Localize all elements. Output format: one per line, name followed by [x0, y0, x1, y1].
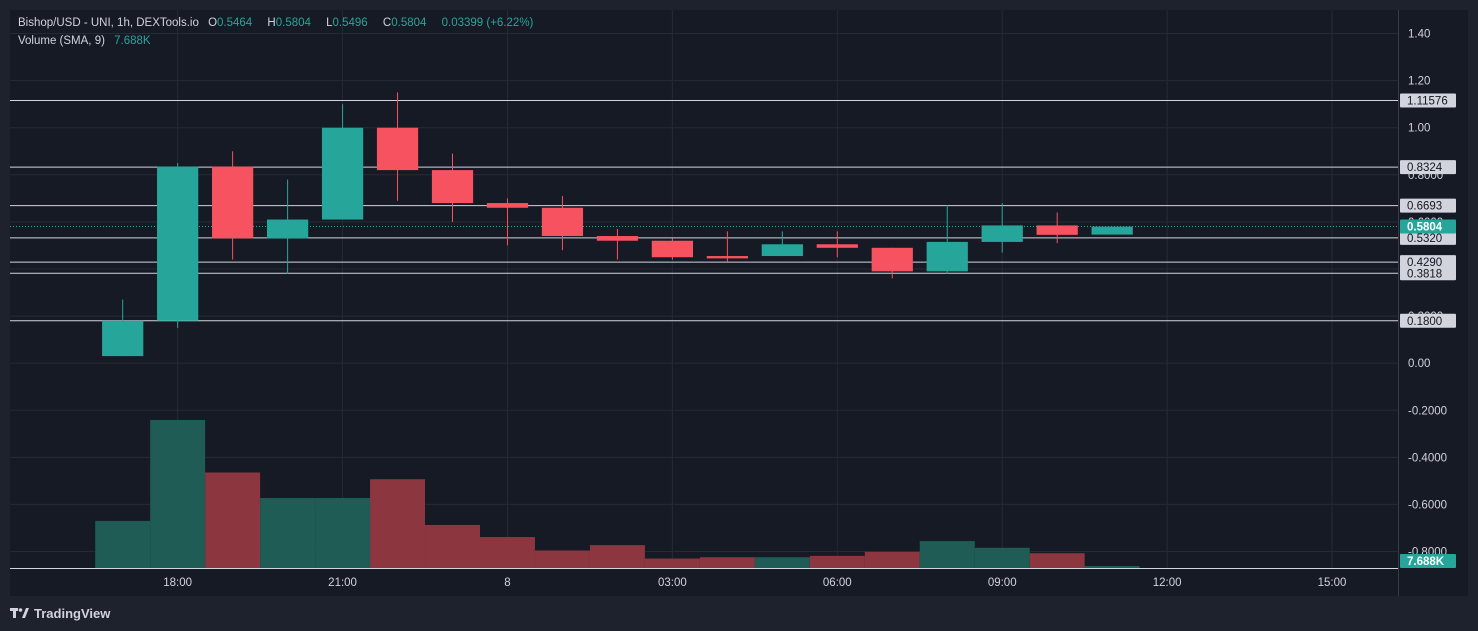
level-label-box [1400, 160, 1456, 175]
candle-body[interactable] [981, 225, 1023, 242]
volume-bar [974, 547, 1030, 568]
x-tick-label: 09:00 [988, 577, 1017, 589]
candle-body[interactable] [376, 127, 419, 171]
x-tick-label: 03:00 [658, 577, 687, 589]
tradingview-logo-icon [10, 608, 29, 618]
y-tick-label: 1.00 [1408, 123, 1430, 135]
y-tick-label: -0.4000 [1408, 452, 1447, 464]
y-tick-label: 1.20 [1408, 76, 1430, 88]
y-tick-label: 0.00 [1408, 358, 1430, 370]
volume-bar [1029, 553, 1085, 568]
volume-value: 7.688K [114, 35, 151, 47]
volume-last-label: 7.688K [1407, 556, 1445, 568]
candle-body[interactable] [157, 166, 199, 321]
low-value: 0.5496 [332, 17, 368, 29]
level-label: 0.6693 [1407, 201, 1442, 213]
volume-label: Volume (SMA, 9) [18, 35, 105, 47]
close-key: C [382, 17, 392, 29]
symbol-title: Bishop/USD - UNI, 1h, DEXTools.io [18, 17, 199, 29]
low-key: L [326, 17, 333, 29]
level-label: 0.3818 [1407, 268, 1442, 280]
open-key: O [208, 17, 218, 29]
volume-bar [644, 558, 700, 568]
candle-body[interactable] [706, 256, 748, 259]
x-tick-label: 06:00 [823, 577, 852, 589]
volume-bar [95, 520, 151, 568]
volume-bar [534, 550, 590, 568]
y-tick-label: 1.40 [1408, 29, 1430, 41]
close-value: 0.5804 [391, 17, 427, 29]
x-tick-label: 21:00 [328, 577, 357, 589]
volume-bar [370, 479, 426, 568]
ohlc-legend: Bishop/USD - UNI, 1h, DEXTools.io O0.546… [18, 16, 539, 31]
level-label-box [1400, 255, 1456, 270]
candle-body[interactable] [816, 244, 858, 248]
volume-bar [315, 498, 371, 568]
candle-body[interactable] [102, 320, 144, 357]
volume-bar [589, 545, 645, 568]
candle-body[interactable] [431, 170, 474, 204]
level-label-box [1400, 93, 1456, 108]
level-label-box [1400, 198, 1456, 213]
high-value: 0.5804 [275, 17, 311, 29]
x-tick-label: 8 [504, 577, 510, 589]
candle-body[interactable] [926, 241, 968, 272]
y-tick-label: -0.2000 [1408, 405, 1447, 417]
candle-body[interactable] [761, 244, 803, 257]
last-price-label-box [1400, 219, 1456, 234]
candle-body[interactable] [541, 207, 584, 237]
level-label-box [1400, 266, 1456, 281]
volume-bar [699, 557, 755, 568]
volume-bar [864, 551, 920, 568]
x-tick-label: 18:00 [163, 577, 192, 589]
candlestick-chart[interactable]: 1.401.201.000.80000.60000.40000.20000.00… [10, 10, 1468, 596]
volume-bar [205, 472, 261, 568]
candle-body[interactable] [321, 127, 364, 220]
volume-bar [425, 524, 480, 568]
last-price-label: 0.5804 [1407, 222, 1443, 234]
volume-bar [754, 557, 810, 568]
candle-body[interactable] [212, 166, 254, 239]
tradingview-brand: TradingView [34, 605, 111, 621]
level-label-box [1400, 230, 1456, 245]
candle-body[interactable] [596, 236, 639, 241]
volume-bar [479, 537, 535, 568]
candle-body[interactable] [651, 240, 694, 258]
volume-legend: Volume (SMA, 9) 7.688K [18, 34, 157, 49]
candle-body[interactable] [266, 219, 309, 239]
volume-bar [1084, 565, 1140, 568]
level-label-box [1400, 313, 1456, 328]
volume-bar [809, 555, 865, 568]
high-key: H [267, 17, 276, 29]
x-tick-label: 12:00 [1153, 577, 1182, 589]
chart-frame[interactable]: 1.401.201.000.80000.60000.40000.20000.00… [10, 10, 1468, 596]
level-label: 0.4290 [1407, 257, 1442, 269]
candle-body[interactable] [486, 203, 529, 208]
level-label: 1.11576 [1407, 95, 1448, 107]
candle-body[interactable] [1091, 226, 1133, 235]
volume-bar [150, 420, 206, 568]
level-label: 0.1800 [1407, 316, 1442, 328]
change-value: 0.03399 (+6.22%) [441, 17, 534, 29]
x-tick-label: 15:00 [1318, 577, 1347, 589]
volume-bar [260, 498, 316, 568]
tradingview-footer[interactable]: TradingView [10, 603, 110, 623]
volume-label-box [1400, 554, 1456, 568]
open-value: 0.5464 [217, 17, 253, 29]
level-label: 0.5320 [1407, 233, 1442, 245]
level-label: 0.8324 [1407, 162, 1443, 174]
candle-body[interactable] [1036, 225, 1078, 235]
y-tick-label: -0.6000 [1408, 499, 1447, 511]
candle-body[interactable] [871, 247, 913, 272]
volume-bar [919, 541, 975, 568]
